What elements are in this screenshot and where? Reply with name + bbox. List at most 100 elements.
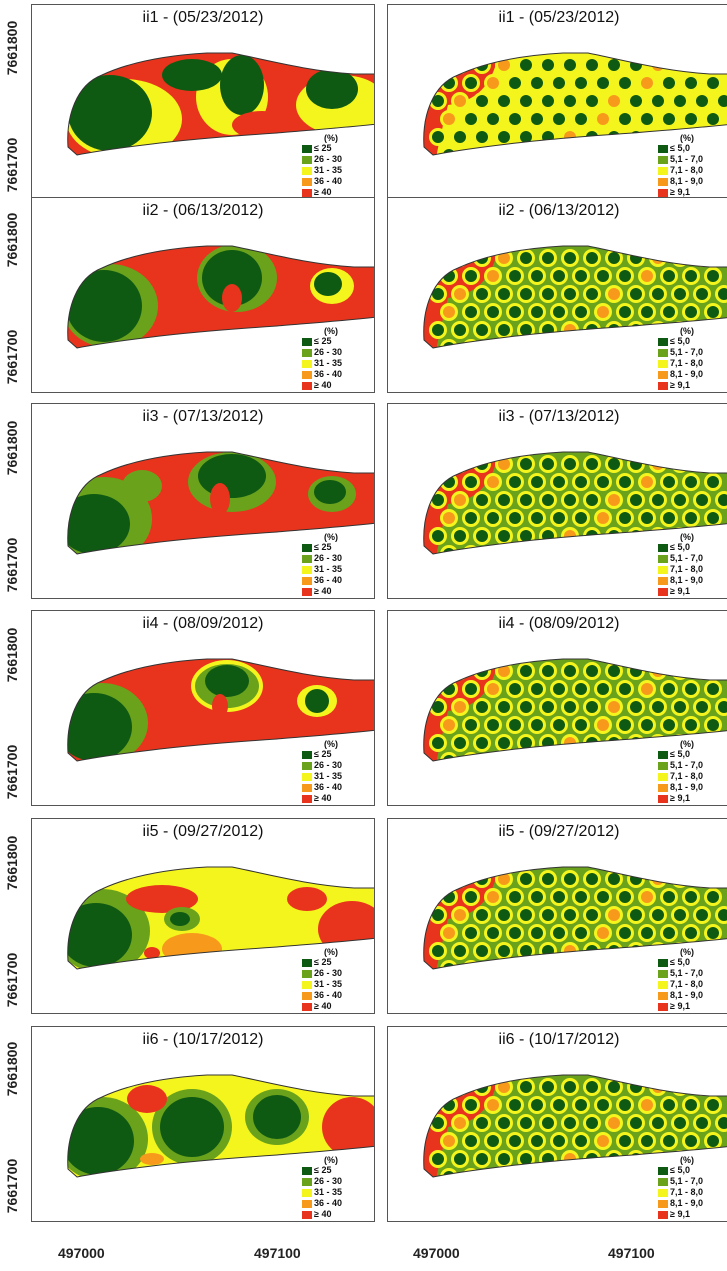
map-zone bbox=[641, 77, 653, 89]
map-zone bbox=[487, 149, 499, 155]
map-zone bbox=[484, 1168, 502, 1177]
map-zone bbox=[575, 149, 587, 155]
map-zone bbox=[465, 683, 477, 695]
legend-label: ≤ 25 bbox=[314, 957, 332, 967]
map-zone bbox=[685, 1135, 697, 1147]
map-zone bbox=[429, 56, 447, 74]
map-zone bbox=[509, 512, 521, 524]
map-zone bbox=[575, 548, 587, 554]
map-zone bbox=[550, 960, 568, 969]
map-zone bbox=[627, 942, 645, 960]
map-zone bbox=[641, 719, 653, 731]
map-zone bbox=[528, 146, 546, 155]
map-zone bbox=[498, 494, 510, 506]
map-zone bbox=[542, 665, 554, 677]
map-zone bbox=[638, 339, 656, 348]
map-zone bbox=[641, 342, 653, 348]
map-zone bbox=[465, 891, 477, 903]
map-zone bbox=[498, 1117, 510, 1129]
field-surface bbox=[67, 452, 374, 554]
map-zone bbox=[314, 480, 346, 504]
map-zone bbox=[663, 719, 675, 731]
map-zone bbox=[520, 530, 532, 542]
map-zone bbox=[572, 146, 590, 155]
map-zone bbox=[586, 95, 598, 107]
map-zone bbox=[608, 59, 620, 71]
map-zone bbox=[652, 458, 664, 470]
legend-label: 26 - 30 bbox=[314, 347, 343, 357]
map-zone bbox=[509, 476, 521, 488]
map-zone bbox=[685, 891, 697, 903]
map-zone bbox=[429, 662, 447, 680]
legend-swatch bbox=[302, 544, 312, 552]
legend-swatch bbox=[302, 1211, 312, 1219]
map-zone bbox=[553, 342, 565, 348]
map-zone bbox=[509, 755, 521, 761]
map-zone bbox=[707, 113, 719, 125]
map-zone bbox=[652, 665, 664, 677]
map-zone bbox=[641, 113, 653, 125]
field-map bbox=[67, 866, 374, 970]
map-zone bbox=[487, 306, 499, 318]
map-zone bbox=[498, 288, 510, 300]
legend-unit-label: (%) bbox=[324, 133, 338, 143]
map-zone bbox=[322, 1097, 374, 1157]
map-zone bbox=[707, 891, 719, 903]
map-zone bbox=[641, 683, 653, 695]
map-zone bbox=[649, 662, 667, 680]
map-zone bbox=[476, 95, 488, 107]
map-zone bbox=[531, 1135, 543, 1147]
map-zone bbox=[575, 1135, 587, 1147]
legend-swatch bbox=[302, 577, 312, 585]
map-zone bbox=[542, 59, 554, 71]
legend-swatch bbox=[658, 795, 668, 803]
map-zone bbox=[564, 59, 576, 71]
map-zone bbox=[498, 1081, 510, 1093]
map-zone bbox=[542, 494, 554, 506]
map-zone bbox=[553, 113, 565, 125]
x-tick-label: 497100 bbox=[254, 1245, 301, 1261]
map-zone bbox=[520, 945, 532, 957]
legend-swatch bbox=[302, 981, 312, 989]
legend-swatch bbox=[658, 588, 668, 596]
legend-swatch bbox=[658, 773, 668, 781]
map-zone bbox=[443, 113, 455, 125]
map-zone bbox=[685, 77, 697, 89]
moisture-map-panel: ii5 - (09/27/2012) (%) ≤ 25 26 - 30 31 - 35 3… bbox=[31, 818, 375, 1014]
map-zone bbox=[597, 149, 609, 155]
legend-swatch bbox=[302, 762, 312, 770]
map-zone bbox=[608, 873, 620, 885]
map-zone bbox=[465, 755, 477, 761]
map-zone bbox=[454, 530, 466, 542]
map-zone bbox=[718, 458, 727, 470]
map-zone bbox=[542, 1081, 554, 1093]
map-zone bbox=[605, 321, 623, 339]
x-tick-label: 497000 bbox=[58, 1245, 105, 1261]
map-zone bbox=[652, 59, 664, 71]
map-zone bbox=[222, 284, 242, 312]
map-zone bbox=[630, 288, 642, 300]
map-zone bbox=[630, 909, 642, 921]
map-zone bbox=[454, 737, 466, 749]
legend-label: 8,1 - 9,0 bbox=[670, 369, 704, 379]
map-zone bbox=[641, 755, 653, 761]
map-zone bbox=[605, 1150, 623, 1168]
y-tick-label: 7661700 bbox=[4, 329, 20, 385]
map-zone bbox=[484, 146, 502, 155]
map-zone bbox=[594, 960, 612, 969]
map-zone bbox=[641, 1135, 653, 1147]
map-zone bbox=[608, 252, 620, 264]
map-zone bbox=[575, 963, 587, 969]
legend-label: ≥ 9,1 bbox=[670, 1209, 690, 1219]
map-zone bbox=[443, 1171, 455, 1177]
legend-swatch bbox=[658, 167, 668, 175]
map-zone bbox=[718, 1081, 727, 1093]
map-zone bbox=[487, 1135, 499, 1147]
panel-title: ii5 - (09/27/2012) bbox=[498, 823, 620, 840]
map-zone bbox=[707, 719, 719, 731]
field-map bbox=[423, 1074, 727, 1178]
map-zone bbox=[696, 665, 708, 677]
map-zone bbox=[663, 306, 675, 318]
map-zone bbox=[432, 1153, 444, 1165]
legend-label: 36 - 40 bbox=[314, 990, 343, 1000]
